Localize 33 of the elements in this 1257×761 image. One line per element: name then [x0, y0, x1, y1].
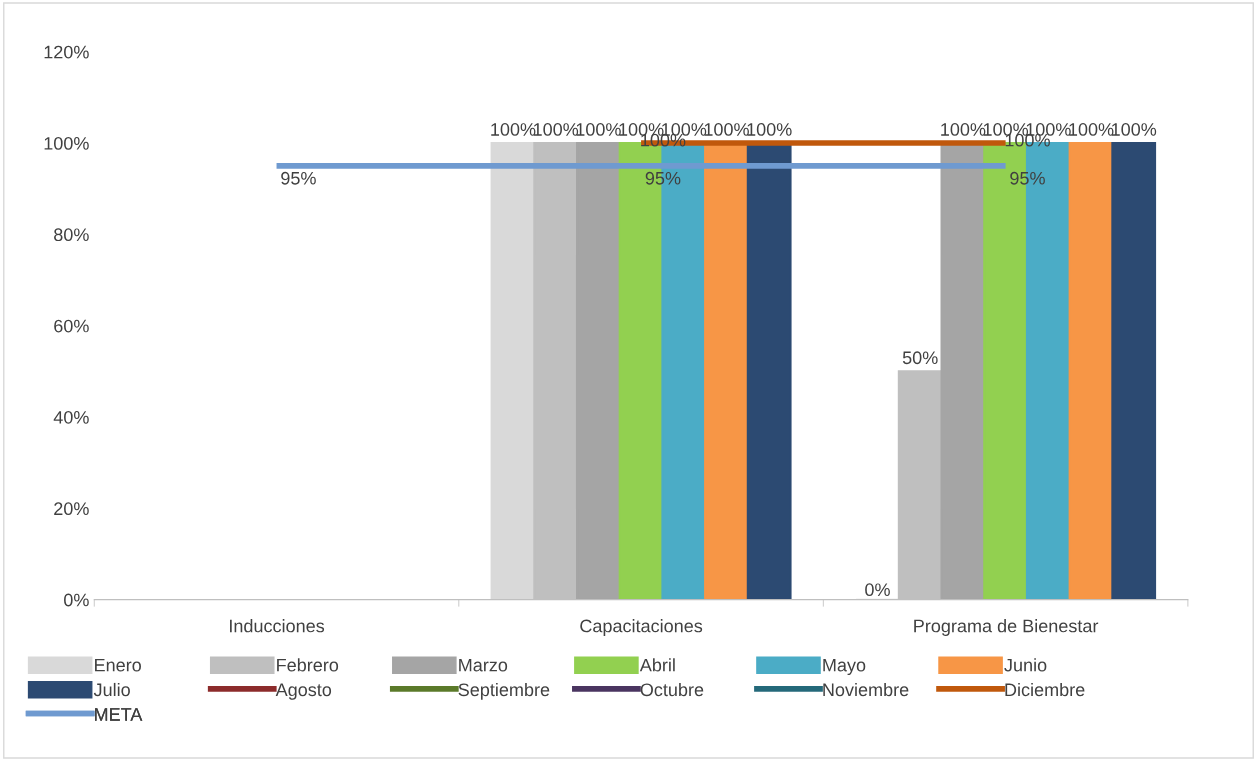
legend-label: Octubre	[640, 682, 704, 697]
y-tick-label: 80%	[54, 228, 89, 242]
legend-label: Junio	[1004, 658, 1047, 672]
data-label: 0%	[865, 583, 890, 597]
y-tick-label: 120%	[44, 45, 89, 59]
x-tick-label: Inducciones	[230, 619, 325, 633]
data-label: 100%	[1069, 123, 1114, 136]
data-label: 100%	[747, 123, 792, 136]
legend-label: Marzo	[459, 658, 508, 672]
data-label: 100%	[491, 123, 536, 136]
legend-label: Septiembre	[458, 682, 550, 700]
legend-label: Diciembre	[1005, 682, 1085, 697]
y-tick-label: 60%	[54, 319, 89, 333]
legend-label: Febrero	[277, 658, 339, 672]
y-tick-label: 0%	[64, 593, 89, 607]
data-label: 50%	[902, 351, 938, 365]
legend-label: Mayo	[823, 658, 866, 676]
x-tick-label: Capacitaciones	[580, 619, 703, 636]
legend-label: Agosto	[275, 683, 332, 700]
data-label: 100%	[941, 123, 986, 136]
y-tick-label: 40%	[53, 410, 89, 424]
y-tick-label: 100%	[44, 137, 89, 150]
legend-label: Julio	[93, 682, 130, 697]
y-tick-label: 20%	[54, 502, 89, 516]
data-label: 100%	[533, 123, 579, 136]
data-label: 100%	[576, 123, 621, 136]
legend-label: META	[95, 708, 143, 721]
data-label: 95%	[281, 171, 316, 185]
data-label: 100%	[1111, 123, 1157, 136]
x-tick-label: Programa de Bienestar	[914, 619, 1099, 636]
legend-label: Enero	[95, 658, 141, 672]
legend-label: Noviembre	[823, 682, 909, 697]
legend-label: Abril	[639, 658, 675, 672]
